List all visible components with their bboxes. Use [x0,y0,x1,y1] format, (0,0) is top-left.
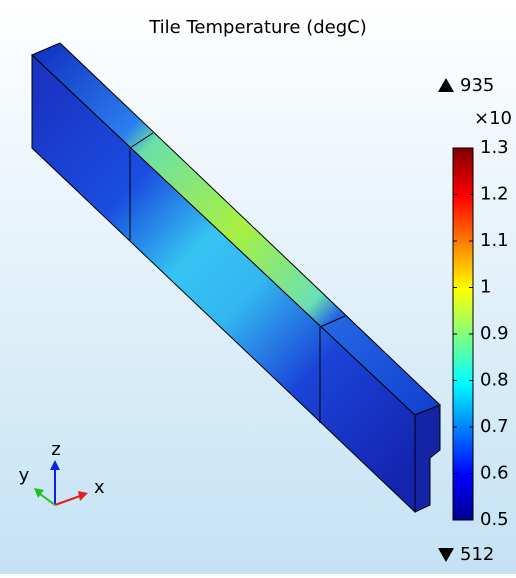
tick-label: 1.1 [480,230,509,251]
min-label: 512 [460,544,494,565]
tick-label: 0.6 [480,463,509,484]
z-axis-label: z [51,439,60,460]
tick-label: 0.7 [480,416,509,437]
y-axis-label: y [19,465,30,486]
tick-label: 0.9 [480,323,509,344]
plot-title: Tile Temperature (degC) [148,17,367,38]
tick-label: 0.8 [480,370,509,391]
x-axis-label: x [94,477,105,498]
tick-label: 1 [480,277,491,298]
max-label: 935 [460,75,494,96]
exponent-label: ×10 [474,108,512,129]
tick-label: 1.2 [480,184,509,205]
tick-label: 1.3 [480,137,509,158]
tick-label: 0.5 [480,509,509,530]
plot-window: Tile Temperature (degC) z x y 935 ×10 51… [0,0,516,574]
